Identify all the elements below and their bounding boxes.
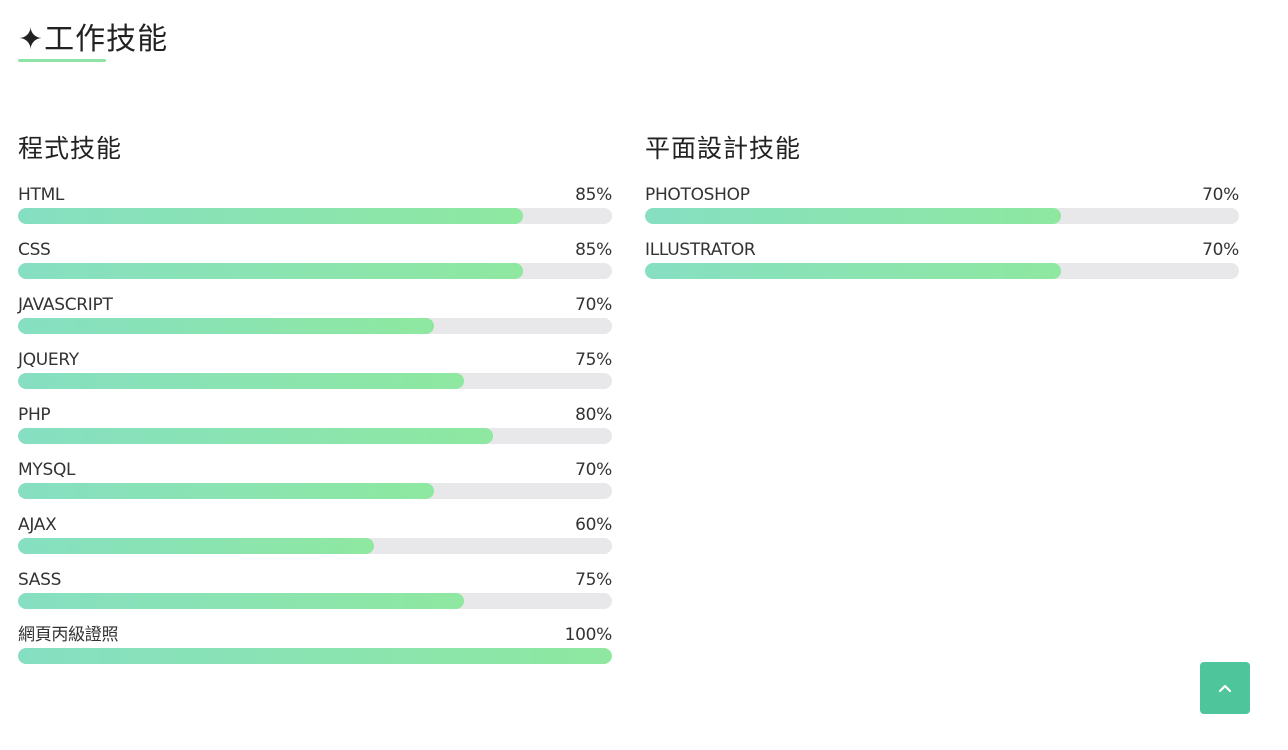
progress-track [18, 263, 612, 279]
skill-percent: 75% [575, 570, 612, 590]
progress-fill [18, 538, 375, 554]
progress-track [18, 208, 612, 224]
skill-header: MYSQL 70% [18, 460, 612, 480]
progress-track [18, 593, 612, 609]
skill-item: SASS 75% [18, 570, 612, 625]
skill-name: PHP [18, 405, 51, 425]
back-to-top-button[interactable] [1200, 662, 1250, 714]
progress-track [18, 318, 612, 334]
skill-header: JAVASCRIPT 70% [18, 295, 612, 315]
progress-track [645, 263, 1239, 279]
progress-fill [18, 428, 494, 444]
progress-fill [18, 373, 464, 389]
progress-fill [18, 208, 523, 224]
skill-percent: 80% [575, 405, 612, 425]
progress-track [18, 428, 612, 444]
skill-item: AJAX 60% [18, 515, 612, 570]
skill-item: CSS 85% [18, 240, 612, 295]
skill-name: 網頁丙級證照 [18, 625, 119, 645]
skill-item: PHOTOSHOP 70% [645, 185, 1239, 240]
skill-name: SASS [18, 570, 62, 590]
progress-fill [645, 263, 1061, 279]
progress-track [645, 208, 1239, 224]
programming-skills-title: 程式技能 [18, 134, 123, 163]
skill-percent: 70% [575, 460, 612, 480]
progress-fill [645, 208, 1061, 224]
skill-header: PHOTOSHOP 70% [645, 185, 1239, 205]
skill-name: HTML [18, 185, 65, 205]
progress-fill [18, 263, 523, 279]
skill-header: HTML 85% [18, 185, 612, 205]
skill-percent: 85% [575, 185, 612, 205]
skill-item: JQUERY 75% [18, 350, 612, 405]
chevron-up-icon [1218, 684, 1232, 693]
programming-skills-list: HTML 85% CSS 85% JAVASCRIPT 70% JQUERY 75% PHP 80… [18, 185, 612, 680]
skill-header: JQUERY 75% [18, 350, 612, 370]
progress-fill [18, 648, 612, 664]
title-underline [18, 59, 106, 62]
skill-item: MYSQL 70% [18, 460, 612, 515]
skill-item: PHP 80% [18, 405, 612, 460]
progress-track [18, 538, 612, 554]
skill-name: AJAX [18, 515, 57, 535]
skill-name: MYSQL [18, 460, 76, 480]
skill-name: CSS [18, 240, 51, 260]
skill-item: ILLUSTRATOR 70% [645, 240, 1239, 295]
skill-header: ILLUSTRATOR 70% [645, 240, 1239, 260]
section-title: ✦工作技能 [18, 22, 169, 57]
skill-item: HTML 85% [18, 185, 612, 240]
skill-percent: 100% [564, 625, 613, 645]
progress-fill [18, 318, 434, 334]
skill-name: ILLUSTRATOR [645, 240, 756, 260]
design-skills-title: 平面設計技能 [645, 134, 802, 163]
skill-item: 網頁丙級證照 100% [18, 625, 612, 680]
design-skills-column: 平面設計技能 PHOTOSHOP 70% ILLUSTRATOR 70% [645, 131, 1239, 295]
skill-percent: 70% [575, 295, 612, 315]
skill-percent: 70% [1202, 240, 1239, 260]
skill-header: CSS 85% [18, 240, 612, 260]
skill-percent: 85% [575, 240, 612, 260]
progress-track [18, 373, 612, 389]
skill-percent: 70% [1202, 185, 1239, 205]
progress-fill [18, 593, 464, 609]
skill-name: JAVASCRIPT [18, 295, 113, 315]
skill-name: PHOTOSHOP [645, 185, 750, 205]
skill-header: SASS 75% [18, 570, 612, 590]
skill-percent: 75% [575, 350, 612, 370]
skill-name: JQUERY [18, 350, 79, 370]
skill-header: PHP 80% [18, 405, 612, 425]
design-skills-list: PHOTOSHOP 70% ILLUSTRATOR 70% [645, 185, 1239, 295]
skill-header: AJAX 60% [18, 515, 612, 535]
skill-percent: 60% [575, 515, 612, 535]
skill-item: JAVASCRIPT 70% [18, 295, 612, 350]
programming-skills-column: 程式技能 HTML 85% CSS 85% JAVASCRIPT 70% JQUERY 75%… [18, 131, 612, 680]
progress-track [18, 483, 612, 499]
skill-header: 網頁丙級證照 100% [18, 625, 612, 645]
progress-fill [18, 483, 434, 499]
progress-track [18, 648, 612, 664]
